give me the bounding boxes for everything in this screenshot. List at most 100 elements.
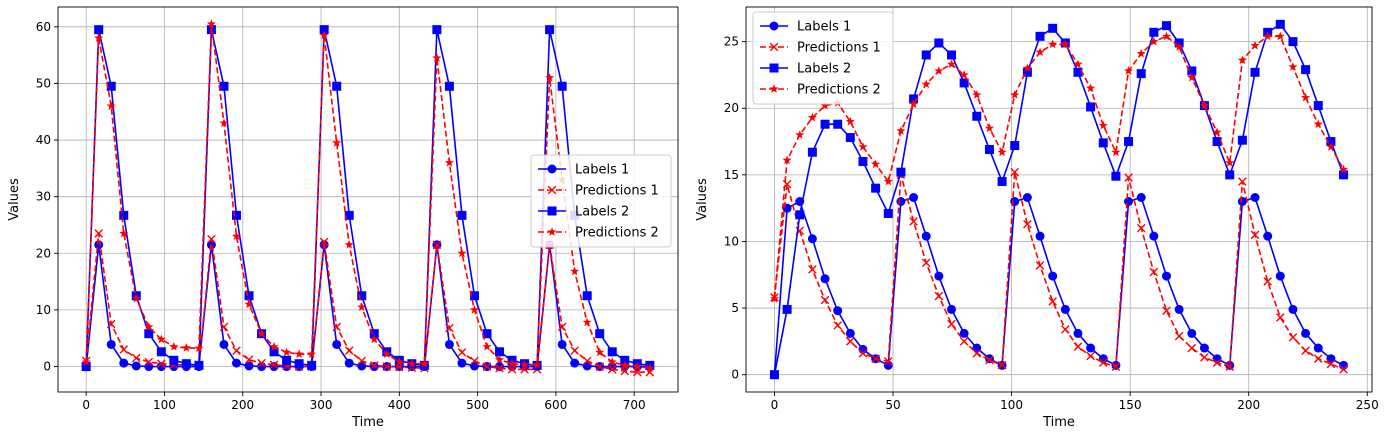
data-point <box>909 193 919 203</box>
legend-label: Predictions 1 <box>797 41 881 56</box>
data-point <box>357 356 367 366</box>
data-point <box>332 339 342 349</box>
data-point <box>131 293 141 303</box>
data-point <box>269 362 279 372</box>
data-point <box>344 346 354 355</box>
data-point <box>858 142 868 151</box>
data-point <box>570 358 580 368</box>
data-point <box>1010 90 1020 99</box>
data-point <box>344 358 354 368</box>
data-point <box>231 358 241 368</box>
data-point <box>1250 193 1260 203</box>
series-predictions-2 <box>769 31 1349 303</box>
data-point <box>194 343 204 353</box>
data-point <box>997 177 1007 187</box>
data-point <box>833 306 843 316</box>
y-tick-label: 20 <box>724 101 739 115</box>
data-point <box>319 30 329 40</box>
data-point <box>307 360 317 370</box>
data-point <box>106 319 116 329</box>
data-point <box>934 66 944 75</box>
data-point <box>432 53 442 62</box>
data-point <box>1174 304 1184 314</box>
data-point <box>858 157 868 167</box>
data-point <box>1187 328 1197 338</box>
data-point <box>1010 167 1020 177</box>
data-point <box>169 341 179 351</box>
data-point <box>1225 158 1235 167</box>
data-point <box>394 357 404 366</box>
data-point <box>1276 313 1285 322</box>
legend-label: Labels 1 <box>797 20 851 35</box>
data-point <box>357 291 367 301</box>
data-point <box>119 228 129 238</box>
series-labels-1 <box>81 240 655 372</box>
x-tick-label: 100 <box>1000 398 1023 412</box>
data-point <box>319 25 329 35</box>
data-point <box>769 370 779 380</box>
data-point <box>896 196 906 206</box>
data-point <box>1161 31 1172 41</box>
data-point <box>1225 360 1235 370</box>
data-point <box>1174 331 1184 341</box>
data-point <box>419 358 429 368</box>
data-point <box>344 210 354 220</box>
data-point <box>1073 328 1083 338</box>
x-tick-label: 500 <box>466 398 489 412</box>
data-point <box>256 328 267 338</box>
data-point <box>444 81 454 91</box>
data-point <box>244 361 254 371</box>
legend-box <box>530 154 672 248</box>
data-point <box>1048 23 1058 33</box>
data-point <box>469 291 479 301</box>
data-point <box>1098 358 1108 367</box>
data-point <box>959 70 969 79</box>
legend-label: Predictions 2 <box>797 83 881 98</box>
data-point <box>1060 304 1070 314</box>
data-point <box>1111 147 1121 157</box>
data-point <box>972 349 982 358</box>
y-tick-label: 60 <box>36 20 51 34</box>
data-point <box>332 81 342 91</box>
legend-marker <box>547 227 557 236</box>
data-point <box>1263 31 1273 41</box>
data-point <box>482 341 492 351</box>
data-point <box>1301 92 1311 102</box>
data-point <box>469 305 480 314</box>
data-point <box>557 339 567 349</box>
data-point <box>883 208 893 218</box>
y-axis-label: Values <box>7 178 22 221</box>
x-tick-label: 200 <box>231 398 254 412</box>
legend-item-labels-1: Labels 1 <box>760 20 851 35</box>
data-point <box>1326 137 1336 147</box>
data-point <box>1023 219 1032 229</box>
data-point <box>947 50 957 60</box>
data-point <box>332 322 341 332</box>
legend-box <box>752 11 894 105</box>
data-point <box>959 78 969 88</box>
data-point <box>1288 37 1298 47</box>
data-point <box>807 147 817 157</box>
data-point <box>1237 55 1247 65</box>
data-point <box>820 100 830 110</box>
y-tick-label: 10 <box>724 234 739 248</box>
x-tick-label: 250 <box>1356 398 1379 412</box>
data-point <box>820 274 830 284</box>
data-point <box>206 19 216 28</box>
legend-marker <box>547 185 557 195</box>
data-point <box>369 334 379 344</box>
data-point <box>94 240 104 250</box>
data-point <box>282 355 292 365</box>
data-point <box>106 339 116 349</box>
data-point <box>119 210 129 220</box>
y-tick-label: 25 <box>724 35 739 49</box>
data-point <box>1288 62 1298 71</box>
series-line-labels-2 <box>85 29 650 367</box>
data-point <box>407 358 417 368</box>
series-line-predictions-2 <box>85 23 650 370</box>
data-point <box>1288 333 1298 342</box>
data-point <box>620 355 630 365</box>
data-point <box>1263 277 1272 286</box>
data-point <box>269 347 279 357</box>
data-point <box>820 119 830 129</box>
